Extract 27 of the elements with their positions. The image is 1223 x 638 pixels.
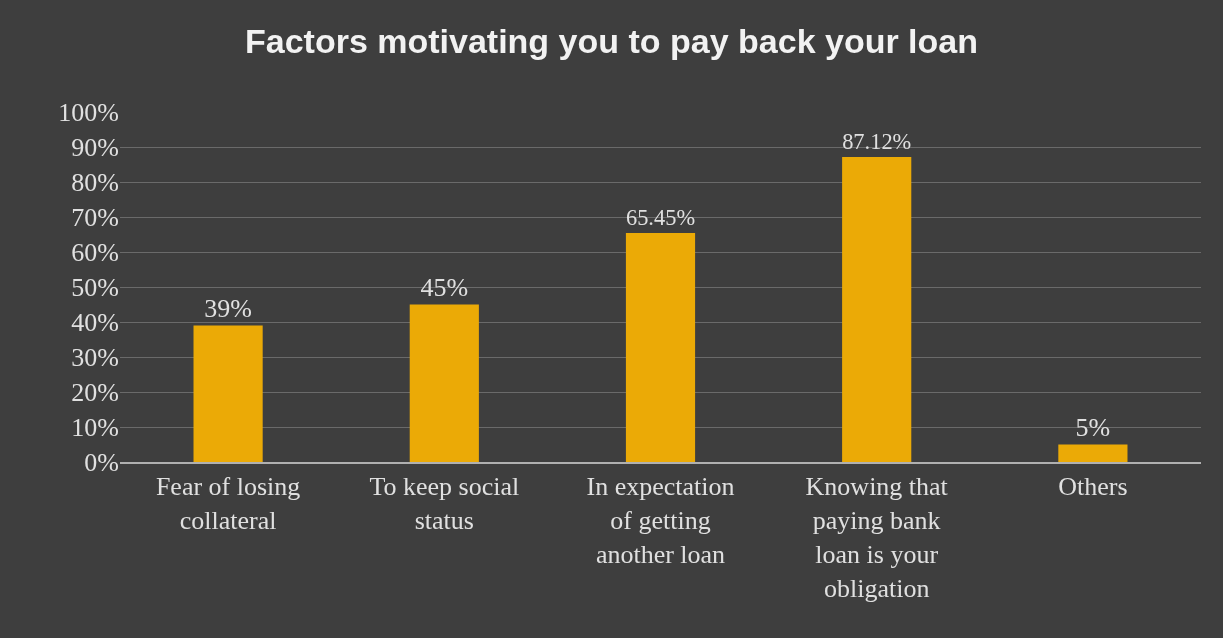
x-tick-label: Knowing that paying bank loan is your obligation [805,472,949,603]
y-tick-label: 20% [71,378,119,408]
x-tick-label: In expectation of getting another loan [586,472,735,569]
data-label: 5% [1075,412,1111,442]
y-tick-label: 60% [71,238,119,268]
y-tick-label: 100% [58,98,119,128]
y-tick-label: 40% [71,308,119,338]
bar [625,232,696,462]
data-label: 45% [420,272,469,302]
y-tick-label: 70% [71,203,119,233]
y-tick-label: 10% [71,413,119,443]
y-tick-label: 90% [71,133,119,163]
y-tick-label: 30% [71,343,119,373]
y-tick-label: 0% [84,448,119,478]
x-tick-label: To keep social status [369,472,520,535]
bar [1058,444,1128,462]
data-label: 39% [204,293,252,323]
y-tick-label: 80% [71,168,119,198]
bar [842,157,912,462]
data-label: 87.12% [842,128,912,154]
y-tick-label: 50% [71,273,119,303]
chart-title: Factors motivating you to pay back your loan [244,21,979,60]
data-label: 65.45% [625,204,696,230]
bar [193,325,263,462]
x-tick-label: Fear of losing collateral [155,472,301,535]
bar [409,304,479,462]
x-tick-label: Others [1058,472,1128,502]
